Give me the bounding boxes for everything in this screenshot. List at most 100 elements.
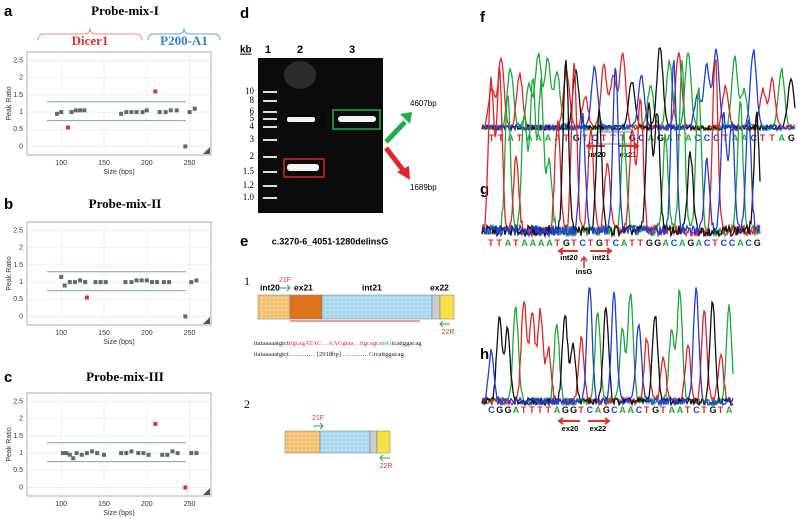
point [59,274,64,279]
point [82,108,87,113]
region-label: ex21 [294,282,313,292]
point [134,110,139,115]
bracket [37,27,143,41]
ladder-band [263,197,277,199]
y-tick-label: 1.5 [13,262,23,269]
arrow [397,166,410,180]
y-tick-label: 1 [19,109,23,116]
point [165,452,170,457]
point [83,280,88,285]
band [287,117,315,122]
sequence-segment: ttataaaaatgtct [254,340,289,347]
region [431,294,441,320]
ladder-label: 1.2 [243,180,254,190]
point [189,451,194,456]
primer-label: 22R [380,463,393,470]
annotation: ex20 [562,424,579,433]
point [66,125,71,130]
point [124,451,129,456]
point [183,485,188,490]
annotation: int21 [592,253,610,262]
base-calls: C GGA T T T T A GGT C A GC A A C T GT A A T C T GT A [488,405,733,415]
x-tick-label: 100 [55,501,67,508]
band [338,116,376,122]
trace [481,300,734,407]
point [163,110,168,115]
arrow [400,112,412,124]
annotation: ex21 [620,150,637,159]
point [170,449,175,454]
point [103,280,108,285]
panel-label: b [4,196,13,213]
y-tick-label: 1.5 [13,433,23,440]
region [284,430,321,454]
lane-label: 1 [265,44,271,56]
ladder-band [263,156,277,158]
point [84,451,89,456]
y-axis-label: Peak Ratio [6,256,13,290]
point [129,110,134,115]
arrow [588,417,611,425]
point [146,452,151,457]
region [321,294,433,320]
construct-label: 1 [244,274,250,288]
plot-area [26,51,212,156]
ladder-band [263,100,277,102]
sequence-line: ttataaaaatgtctttgcagATAC…AAGgtaa…ttgcagc… [254,340,422,347]
point [194,278,199,283]
x-tick-label: 150 [98,330,110,337]
ladder-label: 1.0 [243,192,255,202]
ladder-band [263,185,277,187]
x-tick-label: 100 [55,330,67,337]
y-tick-label: 0.5 [13,467,23,474]
x-tick-label: 200 [141,160,153,167]
point [194,451,199,456]
point [168,108,173,113]
resize-grip [203,488,210,495]
point [54,111,59,116]
point [153,89,158,94]
x-tick-label: 200 [141,330,153,337]
bracket [147,27,221,41]
point [72,280,77,285]
construct-label: 2 [244,397,250,411]
base-calls: T T A T A A A A T GT C T GT C A T T GGA C A GA C T C C A C G [488,238,761,248]
trace [481,59,761,238]
x-axis-label: Size (bps) [103,169,135,176]
band [287,164,319,171]
ladder-label: 5 [250,113,255,123]
x-tick-label: 250 [184,330,196,337]
ladder-label: 8 [250,95,255,105]
region-label: ex22 [430,282,449,292]
point [161,280,166,285]
gel [258,58,383,213]
y-tick-label: 0 [19,143,23,150]
annotation: int20 [560,253,578,262]
y-tick-label: 0 [19,313,23,320]
chart-title: Probe-mix-III [86,369,164,384]
arrow [384,120,407,144]
point [67,280,72,285]
point [64,451,69,456]
point [144,108,149,113]
band-label: 4607bp [410,99,437,108]
region [369,430,378,454]
primer-label: 22R [442,329,455,336]
ladder-label: 6 [250,106,255,116]
ladder-band [263,111,277,113]
point [155,280,160,285]
ladder-band [263,91,277,93]
point [67,452,72,457]
point [144,278,149,283]
primer-label: 21F [312,415,324,422]
arrow [557,247,578,255]
point [136,451,141,456]
x-tick-label: 200 [141,501,153,508]
y-axis-label: Peak Ratio [6,427,13,461]
annotation: insG [576,267,593,276]
gel-smear [284,61,316,89]
point [192,106,197,111]
sequence-segment: tcattggacag [392,340,423,347]
point [60,451,65,456]
